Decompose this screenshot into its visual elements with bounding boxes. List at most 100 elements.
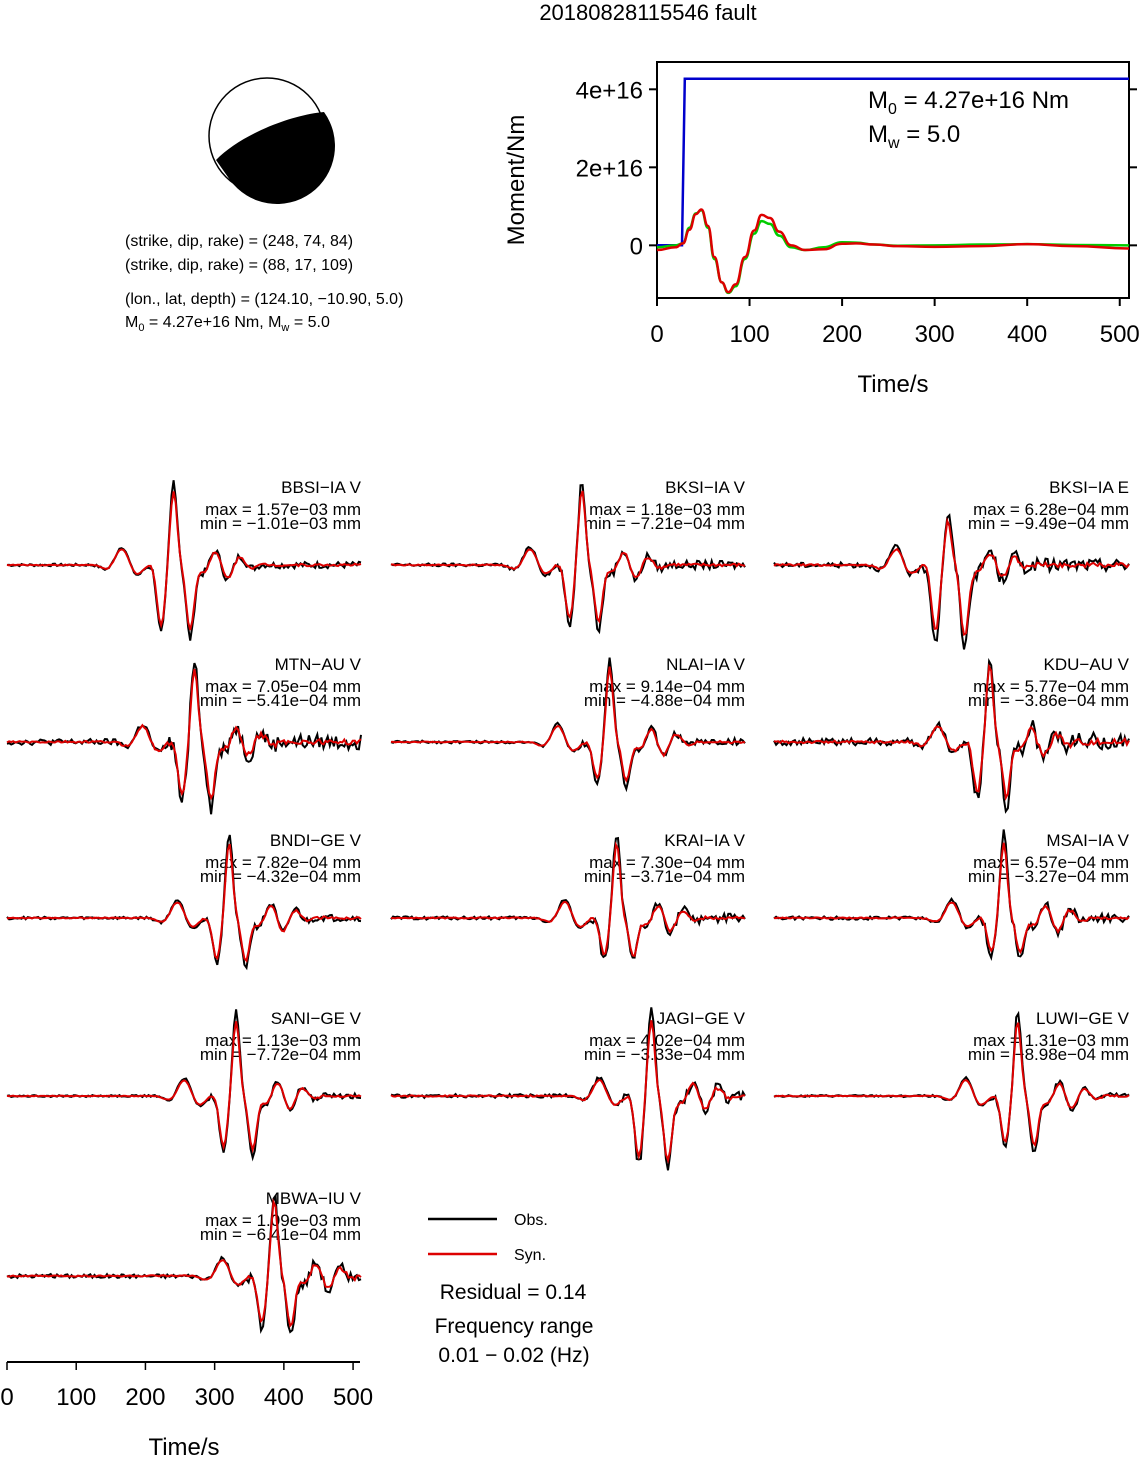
- station-max: max = 7.30e−04 mm: [589, 853, 745, 872]
- moment-line: [656, 208, 1130, 294]
- station-max: max = 7.05e−04 mm: [205, 677, 361, 696]
- observed-trace: [390, 836, 746, 959]
- station-name: BBSI−IA V: [281, 478, 362, 497]
- station-min: min = −4.88e−04 mm: [584, 691, 745, 710]
- moment-text: M0 = 4.27e+16 Nm, Mw = 5.0: [125, 314, 330, 334]
- station-min: min = −1.01e−03 mm: [200, 514, 361, 533]
- focal-mechanism-icon: [208, 77, 335, 204]
- y-axis: 0 2e+16 4e+16: [576, 77, 1137, 260]
- station-max: max = 1.09e−03 mm: [205, 1211, 361, 1230]
- station-max: max = 1.31e−03 mm: [973, 1031, 1129, 1050]
- station-max: max = 5.77e−04 mm: [973, 677, 1129, 696]
- plot-frame: [656, 61, 1130, 299]
- moment-series: [656, 77, 1130, 295]
- plane2-text: (strike, dip, rake) = (88, 17, 109): [125, 257, 353, 274]
- x-tick-label: 500: [333, 1384, 373, 1411]
- station-name: KRAI−IA V: [664, 831, 745, 850]
- synthetic-trace: [773, 1022, 1130, 1148]
- station-name: LUWI−GE V: [1036, 1009, 1130, 1028]
- residual-text: Residual = 0.14: [440, 1281, 587, 1304]
- x-tick-label: 100: [730, 321, 770, 348]
- synthetic-trace: [773, 663, 1130, 801]
- x-tick-label: 500: [1100, 321, 1140, 348]
- mw-annotation: Mw = 5.0: [868, 121, 960, 152]
- station-name: KDU−AU V: [1044, 655, 1130, 674]
- legend: Obs. Syn.: [428, 1212, 548, 1264]
- synthetic-trace: [6, 1021, 362, 1154]
- x-tick-label: 300: [915, 321, 955, 348]
- station-max: max = 1.18e−03 mm: [589, 500, 745, 519]
- plane1-text: (strike, dip, rake) = (248, 74, 84): [125, 233, 353, 250]
- legend-syn-label: Syn.: [514, 1247, 546, 1264]
- station-min: min = −4.32e−04 mm: [200, 867, 361, 886]
- station-min: min = −3.27e−04 mm: [968, 867, 1129, 886]
- x-tick-label: 0: [0, 1384, 13, 1411]
- station-max: max = 9.14e−04 mm: [589, 677, 745, 696]
- x-tick-label: 0: [650, 321, 663, 348]
- station-min: min = −3.86e−04 mm: [968, 691, 1129, 710]
- station-min: min = −3.71e−04 mm: [584, 867, 745, 886]
- observed-trace: [773, 829, 1130, 961]
- station-min: min = −7.72e−04 mm: [200, 1045, 361, 1064]
- station-name: BKSI−IA E: [1049, 478, 1129, 497]
- legend-obs-label: Obs.: [514, 1212, 548, 1229]
- synthetic-trace: [773, 842, 1130, 955]
- x-tick-label: 300: [195, 1384, 235, 1411]
- x-axis-label: Time/s: [857, 371, 928, 398]
- x-tick-label: 100: [56, 1384, 96, 1411]
- x-axis: 0 100 200 300 400 500: [650, 298, 1140, 348]
- station-max: max = 6.57e−04 mm: [973, 853, 1129, 872]
- station-name: SANI−GE V: [271, 1009, 362, 1028]
- synthetic-trace: [6, 1198, 362, 1328]
- station-min: min = −5.41e−04 mm: [200, 691, 361, 710]
- x-tick-label: 200: [125, 1384, 165, 1411]
- moment-line: [656, 208, 1130, 295]
- station-name: NLAI−IA V: [666, 655, 746, 674]
- y-axis-label: Moment/Nm: [503, 115, 530, 246]
- waveform-time-axis: Time/s 0 100 200 300 400 500: [0, 1361, 373, 1458]
- synthetic-trace: [390, 490, 746, 624]
- station-min: min = −3.33e−04 mm: [584, 1045, 745, 1064]
- station-max: max = 1.57e−03 mm: [205, 500, 361, 519]
- y-tick-label: 2e+16: [576, 155, 643, 182]
- station-max: max = 1.13e−03 mm: [205, 1031, 361, 1050]
- location-text: (lon., lat, depth) = (124.10, −10.90, 5.…: [125, 291, 403, 308]
- synthetic-trace: [6, 843, 362, 963]
- station-name: MSAI−IA V: [1046, 831, 1129, 850]
- m0-annotation: M0 = 4.27e+16 Nm: [868, 87, 1069, 118]
- station-name: MBWA−IU V: [266, 1189, 362, 1208]
- station-name: BKSI−IA V: [665, 478, 746, 497]
- station-max: max = 7.82e−04 mm: [205, 853, 361, 872]
- x-tick-label: 400: [264, 1384, 304, 1411]
- synthetic-trace: [773, 517, 1130, 637]
- waveform-x-axis-label: Time/s: [148, 1434, 219, 1458]
- synthetic-trace: [6, 668, 362, 801]
- station-name: BNDI−GE V: [270, 831, 362, 850]
- frequency-label: Frequency range: [435, 1315, 594, 1338]
- station-max: max = 6.28e−04 mm: [973, 500, 1129, 519]
- y-tick-label: 4e+16: [576, 77, 643, 104]
- figure-title: 20180828115546 fault: [539, 0, 756, 25]
- y-tick-label: 0: [630, 233, 643, 260]
- synthetic-trace: [6, 491, 362, 631]
- x-tick-label: 400: [1007, 321, 1047, 348]
- station-min: min = −6.41e−04 mm: [200, 1225, 361, 1244]
- station-min: min = −7.21e−04 mm: [584, 514, 745, 533]
- station-name: MTN−AU V: [275, 655, 362, 674]
- station-min: min = −9.49e−04 mm: [968, 514, 1129, 533]
- synthetic-trace: [390, 1020, 746, 1164]
- synthetic-trace: [390, 841, 746, 957]
